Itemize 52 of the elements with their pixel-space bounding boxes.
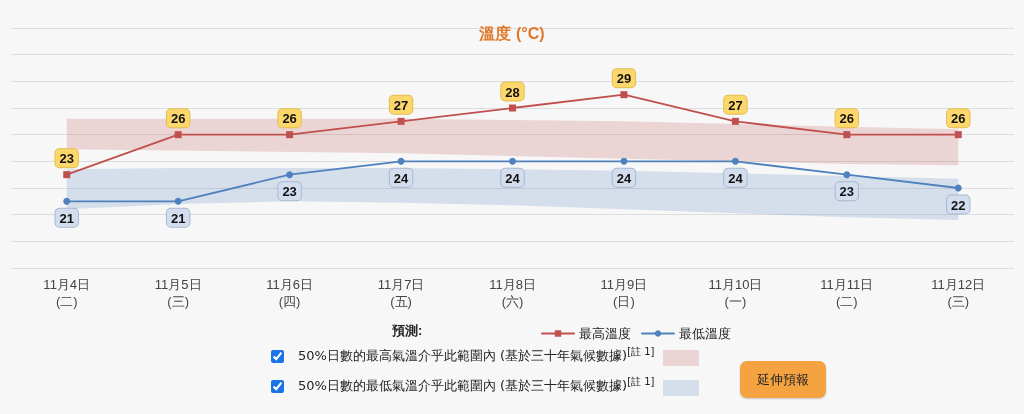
chart-title: 溫度 (°C) (478, 23, 545, 42)
data-label: 24 (728, 170, 744, 186)
point (731, 117, 739, 125)
x-tick-label: 11月7日 (五) (377, 277, 425, 309)
data-label: 23 (282, 184, 297, 200)
data-label: 21 (170, 210, 186, 226)
text: 50%日數的最低氣溫介乎此範圍內 (基於三十年氣候數據)$^{[註 1]}$ (298, 375, 655, 394)
data-label: 24 (393, 170, 410, 186)
point (620, 157, 628, 165)
x-tick-label: 11月9日 (日) (600, 277, 648, 309)
data-label: 26 (839, 111, 855, 127)
data-label: 26 (170, 111, 186, 127)
x-tick-label: 11月6日 (四) (266, 277, 313, 309)
data-label: 28 (505, 84, 520, 100)
point (620, 91, 628, 99)
point (286, 131, 294, 139)
button: 延伸預報 (740, 361, 826, 398)
point (174, 131, 182, 139)
point (397, 157, 405, 165)
x-tick-label: 11月10日 (一) (708, 277, 763, 309)
data-label: 26 (951, 111, 966, 127)
x-tick-label: 11月5日 (三) (154, 277, 202, 309)
data-label: 22 (951, 197, 966, 213)
data-label: 26 (282, 111, 297, 127)
point (286, 171, 294, 179)
point (843, 131, 851, 139)
point (954, 184, 962, 192)
point (174, 197, 182, 205)
data-label: 27 (728, 97, 743, 113)
point (843, 171, 851, 179)
data-label: 29 (616, 71, 632, 87)
data-label: 24 (505, 170, 521, 186)
point (63, 197, 71, 205)
point (509, 157, 516, 165)
x-tick-label: 11月12日 (三) (931, 277, 986, 309)
x-tick-label: 11月8日 (六) (489, 277, 536, 309)
legend-title: 預測: (391, 323, 423, 338)
point (63, 171, 71, 179)
point (397, 117, 405, 125)
x-tick-label: 11月4日 (二) (43, 277, 91, 309)
data-label: 21 (59, 210, 74, 226)
data-label: 23 (59, 151, 74, 167)
legend-label: 最低溫度 (679, 326, 731, 341)
point (954, 131, 962, 139)
data-label: 27 (393, 97, 409, 113)
data-label: 24 (616, 170, 632, 186)
text: 50%日數的最高氣溫介乎此範圍內 (基於三十年氣候數據)$^{[註 1]}$ (298, 345, 655, 364)
legend-label: 最高溫度 (579, 326, 631, 341)
x-tick-label: 11月11日 (二) (820, 277, 874, 309)
point (509, 104, 516, 112)
point (731, 157, 739, 165)
data-label: 23 (839, 184, 855, 200)
